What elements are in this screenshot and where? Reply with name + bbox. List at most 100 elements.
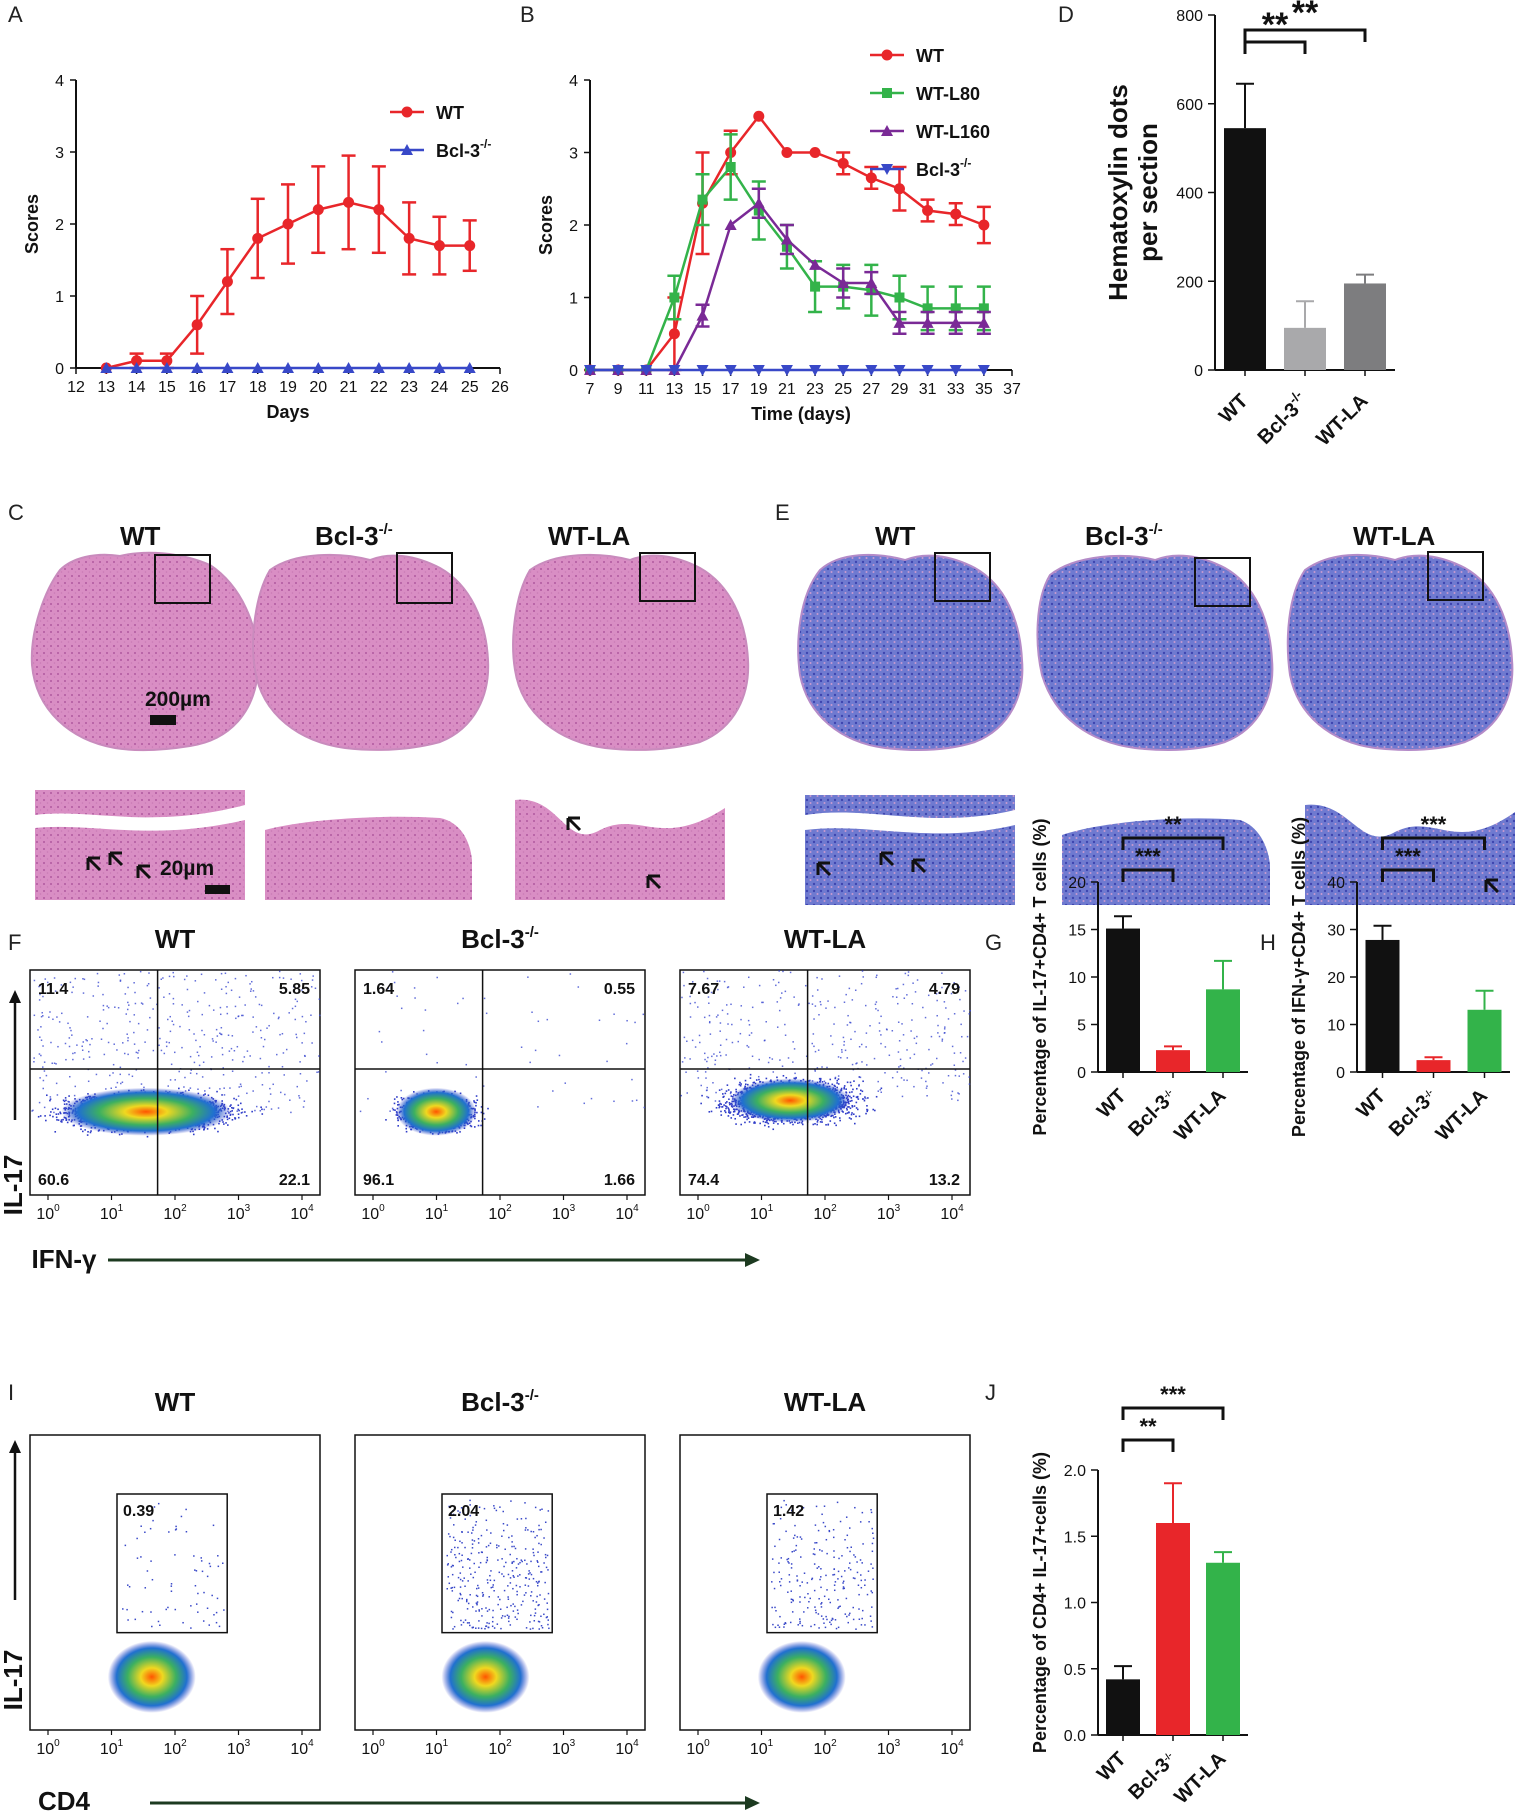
flow-event — [393, 981, 396, 984]
flow-density — [61, 1087, 231, 1136]
flow-event — [303, 1100, 306, 1102]
flow-event — [80, 1128, 82, 1131]
flow-event — [249, 990, 252, 992]
flow-event — [50, 1041, 52, 1044]
bar — [1344, 283, 1386, 370]
x-tick-label: 25 — [461, 379, 479, 396]
flow-event — [583, 1102, 586, 1105]
flow-event — [134, 1002, 137, 1005]
flow-event — [290, 978, 292, 980]
flow-event — [241, 1014, 243, 1017]
flow-event — [299, 1073, 302, 1075]
flow-event — [281, 1065, 284, 1068]
quadrant-ur: 5.85 — [279, 981, 310, 998]
flow-event — [319, 1014, 321, 1017]
flow-title: Bcl-3-/- — [461, 924, 539, 954]
flow-event — [215, 1041, 217, 1043]
flow-x-tick-label: 103 — [227, 1203, 251, 1223]
flow-event — [201, 1013, 204, 1016]
flow-event — [57, 1045, 59, 1048]
flow-event — [46, 1094, 48, 1097]
flow-event — [263, 1038, 266, 1041]
flow-event — [115, 1086, 117, 1089]
flow-event — [55, 1063, 57, 1065]
data-point — [837, 157, 849, 169]
flow-event — [102, 1027, 104, 1030]
lfb-zoom-bcl3 — [1062, 818, 1270, 905]
flow-event — [473, 1101, 476, 1104]
flow-event — [58, 1021, 61, 1023]
flow-event — [261, 1113, 264, 1115]
data-point — [373, 204, 385, 216]
flow-event — [631, 1078, 633, 1081]
flow-event — [126, 1033, 128, 1035]
flow-event — [125, 1013, 128, 1015]
flow-event — [223, 1123, 225, 1125]
flow-event — [152, 1049, 155, 1052]
lfb-inset-box-wtla — [1427, 551, 1484, 601]
flow-event — [475, 1076, 477, 1078]
flow-event — [201, 1029, 203, 1032]
flow-event — [65, 1099, 67, 1102]
data-point — [100, 362, 113, 373]
flow-event — [48, 1016, 50, 1018]
flow-event — [235, 1098, 238, 1101]
x-tick-label: 26 — [491, 379, 509, 396]
data-point — [372, 362, 385, 373]
flow-event — [33, 1057, 35, 1059]
flow-event — [200, 973, 203, 976]
flow-event — [397, 1125, 400, 1127]
flow-event — [203, 992, 206, 994]
he-inset-box-bcl3 — [396, 552, 453, 604]
flow-event — [196, 1051, 199, 1054]
flow-event — [61, 1012, 63, 1015]
flow-event — [215, 1028, 218, 1031]
flow-event — [397, 1101, 399, 1103]
flow-event — [172, 975, 175, 978]
flow-event — [232, 1113, 234, 1116]
flow-event — [228, 1050, 231, 1052]
y-tick-label: 2 — [569, 218, 578, 235]
flow-event — [139, 970, 142, 973]
flow-event — [387, 987, 389, 990]
data-point — [780, 365, 793, 376]
flow-event — [221, 1053, 224, 1056]
flow-event — [43, 1061, 46, 1063]
flow-event — [172, 1003, 175, 1005]
x-tick-label: 21 — [340, 379, 358, 396]
data-point — [809, 365, 822, 376]
flow-event — [483, 1118, 486, 1120]
data-point — [893, 316, 906, 328]
flow-event — [202, 1061, 205, 1064]
flow-event — [194, 980, 197, 982]
flow-event — [476, 1099, 479, 1101]
flow-event — [140, 1083, 143, 1085]
flow-event — [462, 997, 464, 1000]
flow-event — [456, 1002, 459, 1005]
flow-event — [49, 1096, 52, 1098]
flow-event — [133, 1031, 135, 1034]
flow-x-tick-exp: 0 — [54, 1203, 60, 1214]
data-point — [131, 355, 143, 367]
flow-event — [60, 1119, 63, 1121]
flow-event — [266, 1027, 268, 1029]
data-point — [191, 319, 203, 331]
flow-event — [38, 1101, 41, 1104]
flow-event — [117, 1007, 120, 1009]
flow-event — [92, 995, 95, 997]
flow-event — [396, 1096, 398, 1098]
flow-event — [228, 1117, 231, 1120]
flow-event — [229, 1087, 231, 1089]
flow-event — [215, 979, 217, 981]
data-point — [668, 328, 680, 340]
flow-event — [206, 1128, 209, 1130]
flow-event — [385, 1119, 387, 1121]
flow-event — [112, 1063, 115, 1066]
flow-event — [237, 1116, 240, 1119]
x-tick-label: 23 — [400, 379, 418, 396]
flow-event — [168, 993, 171, 995]
y-tick-label: 4 — [569, 73, 578, 90]
flow-event — [105, 1088, 107, 1090]
legend-marker — [401, 144, 413, 155]
flow-event — [625, 1042, 628, 1045]
